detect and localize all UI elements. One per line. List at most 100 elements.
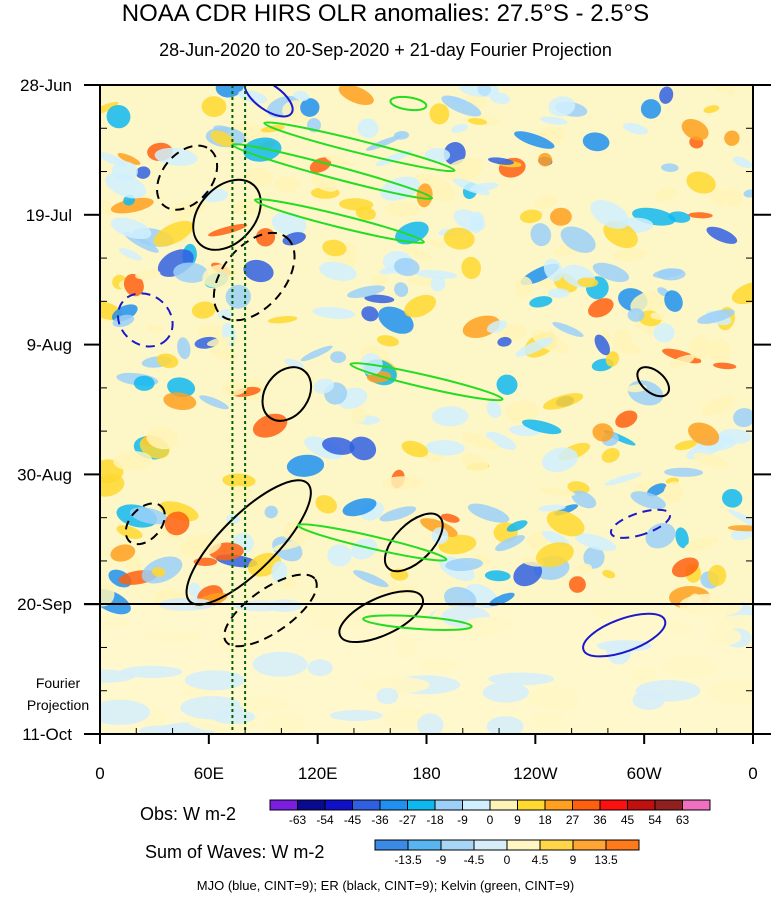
colorbar-label: 9 xyxy=(514,813,521,827)
field-blob xyxy=(313,378,334,394)
field-blob xyxy=(486,320,508,334)
field-blob xyxy=(125,555,142,574)
field-blob xyxy=(319,261,357,281)
contour-er xyxy=(338,590,424,644)
y-tick-label: 20-Sep xyxy=(17,595,72,614)
field-blob xyxy=(394,257,420,277)
projection-blob xyxy=(305,603,342,619)
projection-blob xyxy=(590,593,613,620)
projection-blob xyxy=(527,685,579,710)
field-blob xyxy=(300,345,333,362)
field-blob xyxy=(338,85,374,106)
field-blob xyxy=(113,451,153,471)
x-tick-label: 120E xyxy=(298,764,338,783)
projection-blob xyxy=(239,696,290,711)
field-blob xyxy=(583,546,605,569)
x-tick-label: 0 xyxy=(748,764,757,783)
obs-colorbar: -63 -54 -45 -36 -27 -18 -9 0 9 18 27 36 45 54 63 xyxy=(269,799,711,827)
colorbar-label: 27 xyxy=(566,813,580,827)
field-blob xyxy=(630,290,668,315)
contour-mjo xyxy=(609,508,672,539)
field-blob xyxy=(645,522,676,549)
field-blob xyxy=(469,211,484,233)
contour-kelvin xyxy=(389,95,428,112)
field-blob xyxy=(577,277,599,288)
field-blob xyxy=(669,354,695,369)
field-blob xyxy=(444,157,484,182)
field-blob xyxy=(252,413,288,438)
contour-mjo xyxy=(243,85,294,118)
field-blob xyxy=(394,282,409,297)
field-blob xyxy=(322,437,355,455)
colorbar-cell xyxy=(539,839,574,851)
colorbar-label: 13.5 xyxy=(594,853,618,867)
colorbar-label: 18 xyxy=(538,813,552,827)
colorbar-cell xyxy=(489,799,518,811)
colorbar-label: -36 xyxy=(371,813,389,827)
field-blob xyxy=(659,86,674,104)
footer-legend: MJO (blue, CINT=9); ER (black, CINT=9); … xyxy=(196,878,575,893)
contour-er xyxy=(192,178,262,251)
field-blob xyxy=(188,582,202,598)
field-blob xyxy=(653,323,675,343)
field-blob xyxy=(697,309,735,324)
field-blob xyxy=(452,178,490,196)
field-blob xyxy=(110,197,154,214)
contour-mjo xyxy=(116,292,174,348)
field-blob xyxy=(592,262,630,283)
field-blob xyxy=(135,166,151,179)
field-blob xyxy=(686,171,716,194)
contour-er xyxy=(212,231,296,322)
contour-er xyxy=(223,573,318,648)
colorbar-cell xyxy=(407,839,442,851)
field-blob xyxy=(105,173,147,199)
colorbar-cell xyxy=(269,799,298,811)
projection-blob xyxy=(343,605,372,630)
field-blob xyxy=(271,212,307,236)
field-blob xyxy=(243,259,274,283)
projection-blob xyxy=(143,630,202,643)
field-blob xyxy=(311,175,338,192)
x-tick-label: 120W xyxy=(513,764,557,783)
field-blob xyxy=(496,374,518,395)
field-blob xyxy=(445,557,483,572)
field-blob xyxy=(495,535,525,552)
projection-blob xyxy=(100,669,135,683)
projection-blob xyxy=(184,670,245,691)
field-blob xyxy=(684,536,719,552)
field-blob xyxy=(110,217,152,240)
field-blob xyxy=(304,436,343,460)
colorbar-label: -45 xyxy=(344,813,362,827)
colorbar-cell xyxy=(572,839,607,851)
wave-contours xyxy=(116,85,672,734)
field-blob xyxy=(488,157,514,165)
projection-blob xyxy=(417,713,444,734)
projection-blob xyxy=(252,651,308,677)
field-blob xyxy=(529,296,553,308)
colorbar-cell xyxy=(627,799,656,811)
field-blob xyxy=(671,557,699,578)
field-blob xyxy=(733,408,753,428)
projection-label-line2: Projection xyxy=(26,697,90,713)
field-blob xyxy=(568,576,586,593)
colorbar-label: 45 xyxy=(621,813,635,827)
field-blob xyxy=(718,428,752,444)
field-blob xyxy=(210,130,235,147)
field-blob xyxy=(199,395,229,410)
field-blob xyxy=(546,510,585,537)
projection-blob xyxy=(376,687,399,705)
field-blob xyxy=(277,154,291,165)
projection-label: Fourier Projection xyxy=(18,672,98,716)
projection-blob xyxy=(661,654,717,679)
field-blob xyxy=(361,306,379,322)
colorbar-cell xyxy=(599,799,628,811)
field-blob xyxy=(604,472,642,486)
colorbar-cell xyxy=(462,799,491,811)
field-blob xyxy=(151,567,166,578)
field-blob xyxy=(505,400,540,423)
field-blob xyxy=(100,199,116,215)
field-blob xyxy=(646,483,667,497)
field-blob xyxy=(725,188,742,207)
field-blob xyxy=(552,322,584,337)
